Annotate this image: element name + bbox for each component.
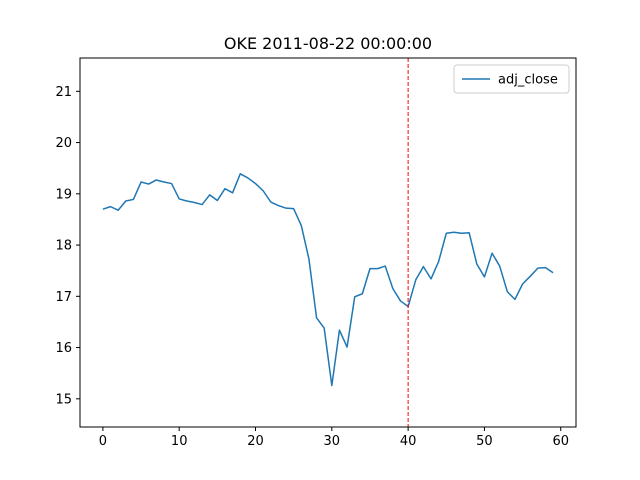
legend-label: adj_close xyxy=(498,73,558,88)
y-tick-label: 19 xyxy=(55,187,72,202)
plot-area xyxy=(80,58,576,427)
axes-frame xyxy=(79,57,577,428)
x-axis: 0 10 20 30 40 50 60 xyxy=(99,427,569,449)
y-tick-label: 20 xyxy=(55,136,72,151)
y-tick-label: 17 xyxy=(55,290,72,305)
series-layer xyxy=(79,57,577,428)
x-tick-label: 10 xyxy=(171,434,188,449)
legend-box xyxy=(453,64,570,94)
y-tick-label: 16 xyxy=(55,341,72,356)
x-tick-label: 0 xyxy=(99,434,107,449)
x-tick-label: 40 xyxy=(400,434,417,449)
series-line-adj_close xyxy=(102,173,554,387)
chart-title: OKE 2011-08-22 00:00:00 xyxy=(224,34,432,53)
y-tick-label: 18 xyxy=(55,239,72,254)
y-tick-label: 15 xyxy=(55,392,72,407)
y-axis: 15 16 17 18 19 20 21 xyxy=(55,85,80,407)
x-tick-label: 20 xyxy=(247,434,264,449)
x-tick-label: 50 xyxy=(476,434,493,449)
x-tick-label: 30 xyxy=(324,434,341,449)
x-tick-label: 60 xyxy=(552,434,569,449)
legend: adj_close xyxy=(453,64,570,94)
plot-background xyxy=(80,58,576,427)
y-tick-label: 21 xyxy=(55,85,72,100)
